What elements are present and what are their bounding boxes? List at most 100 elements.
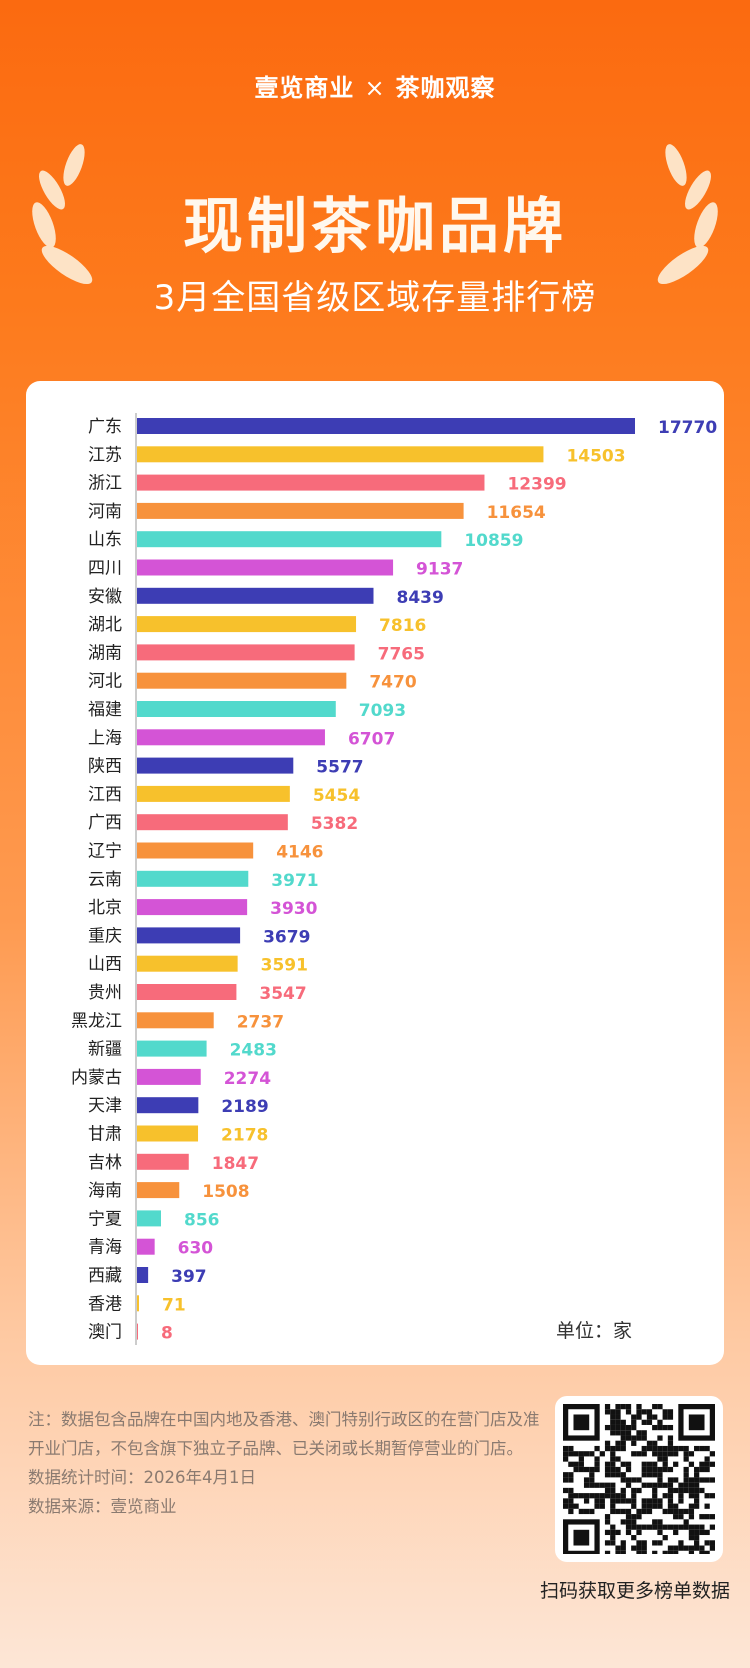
category-label: 辽宁 [88, 842, 122, 862]
category-label: 上海 [88, 728, 122, 748]
category-label: 陕西 [88, 757, 122, 777]
laurel-right-icon [657, 144, 718, 285]
category-label: 山东 [88, 530, 122, 550]
category-label: 安徽 [88, 587, 122, 607]
category-label: 香港 [88, 1294, 122, 1314]
bar [137, 785, 290, 802]
category-label: 江苏 [88, 445, 122, 465]
category-label: 河北 [88, 672, 122, 692]
value-label: 2737 [237, 1012, 284, 1032]
value-label: 2274 [224, 1069, 271, 1089]
category-label: 云南 [88, 870, 122, 890]
value-label: 6707 [348, 729, 395, 749]
category-label: 四川 [88, 559, 122, 579]
bar [137, 1238, 155, 1255]
bar [137, 418, 635, 434]
value-label: 3547 [259, 984, 306, 1004]
bar [137, 559, 394, 576]
category-label: 宁夏 [88, 1209, 122, 1229]
bar [137, 1097, 199, 1114]
brand-separator: × [364, 74, 386, 102]
category-label: 福建 [88, 700, 122, 720]
value-label: 2483 [230, 1041, 277, 1061]
category-label: 湖北 [88, 615, 122, 635]
data-source: 数据来源：壹览商业 [28, 1497, 177, 1516]
category-label: 广西 [88, 813, 122, 833]
qr-code[interactable] [555, 1396, 723, 1562]
bar [137, 984, 237, 1000]
value-label: 3971 [271, 871, 318, 891]
bar [137, 1182, 180, 1199]
bar [137, 1267, 149, 1283]
brand-header: 壹览商业 × 茶咖观察 [0, 68, 750, 103]
bar [137, 899, 248, 916]
value-label: 9137 [416, 560, 463, 580]
value-label: 7816 [379, 616, 426, 636]
category-label: 西藏 [88, 1266, 122, 1286]
bar [137, 672, 347, 689]
category-label: 贵州 [88, 983, 122, 1003]
value-label: 14503 [566, 446, 625, 466]
value-label: 397 [171, 1267, 207, 1287]
category-label: 新疆 [88, 1040, 122, 1060]
category-label: 重庆 [88, 926, 122, 946]
category-label: 广东 [88, 417, 122, 437]
bar [137, 729, 325, 746]
page-subtitle: 3月全国省级区域存量排行榜 [153, 278, 597, 318]
value-label: 7470 [369, 673, 416, 693]
bar [137, 870, 249, 887]
bar [137, 1153, 189, 1170]
value-label: 3679 [263, 927, 310, 947]
bar [137, 1012, 214, 1029]
value-label: 10859 [464, 531, 523, 551]
value-label: 8439 [397, 588, 444, 608]
chart-card: 广东 17770 江苏 14503 浙江 12399 河南 11654 山东 10859 四川 913… [26, 381, 724, 1365]
category-label: 吉林 [88, 1153, 122, 1173]
category-label: 湖南 [88, 643, 122, 663]
value-label: 2178 [221, 1126, 268, 1146]
value-label: 5454 [313, 786, 360, 806]
category-label: 江西 [88, 785, 122, 805]
value-label: 5577 [316, 758, 363, 778]
qr-code-icon [563, 1404, 715, 1556]
bar [137, 1323, 138, 1340]
value-label: 2189 [221, 1097, 268, 1117]
category-label: 浙江 [88, 474, 122, 494]
category-label: 黑龙江 [71, 1011, 122, 1031]
unit-label: 单位：家 [556, 1320, 632, 1342]
bar [137, 1295, 139, 1312]
value-label: 71 [162, 1295, 186, 1315]
qr-caption: 扫码获取更多榜单数据 [539, 1580, 730, 1602]
category-label: 山西 [88, 955, 122, 975]
page-title: 现制茶咖品牌 [183, 192, 567, 262]
bar [137, 446, 544, 463]
bar [137, 1125, 199, 1142]
category-label: 甘肃 [88, 1125, 122, 1145]
bar [137, 531, 442, 548]
value-label: 3591 [261, 956, 308, 976]
value-label: 12399 [507, 475, 566, 495]
stat-time: 数据统计时间：2026年4月1日 [28, 1468, 256, 1487]
value-label: 1508 [202, 1182, 249, 1202]
bar [137, 814, 288, 831]
value-label: 5382 [311, 814, 358, 834]
bar [137, 757, 294, 774]
bar [137, 701, 336, 717]
category-label: 北京 [88, 898, 122, 918]
brand-chaka: 茶咖观察 [395, 74, 496, 102]
category-label: 青海 [88, 1238, 122, 1258]
laurel-left-icon [32, 144, 93, 285]
bar [137, 955, 238, 972]
value-label: 7093 [359, 701, 406, 721]
value-label: 8 [161, 1324, 173, 1344]
value-label: 4146 [276, 843, 323, 863]
bar [137, 587, 374, 604]
category-label: 天津 [88, 1096, 122, 1116]
bar-chart: 广东 17770 江苏 14503 浙江 12399 河南 11654 山东 10859 四川 913… [71, 413, 717, 1345]
bar [137, 1068, 201, 1085]
bar [137, 502, 464, 519]
bar [137, 644, 355, 661]
note-text: 注：数据包含品牌在中国内地及香港、澳门特别行政区的在营门店及准开业门店，不包含旗… [28, 1410, 540, 1458]
brand-yilan: 壹览商业 [254, 74, 355, 102]
category-label: 内蒙古 [71, 1068, 122, 1088]
